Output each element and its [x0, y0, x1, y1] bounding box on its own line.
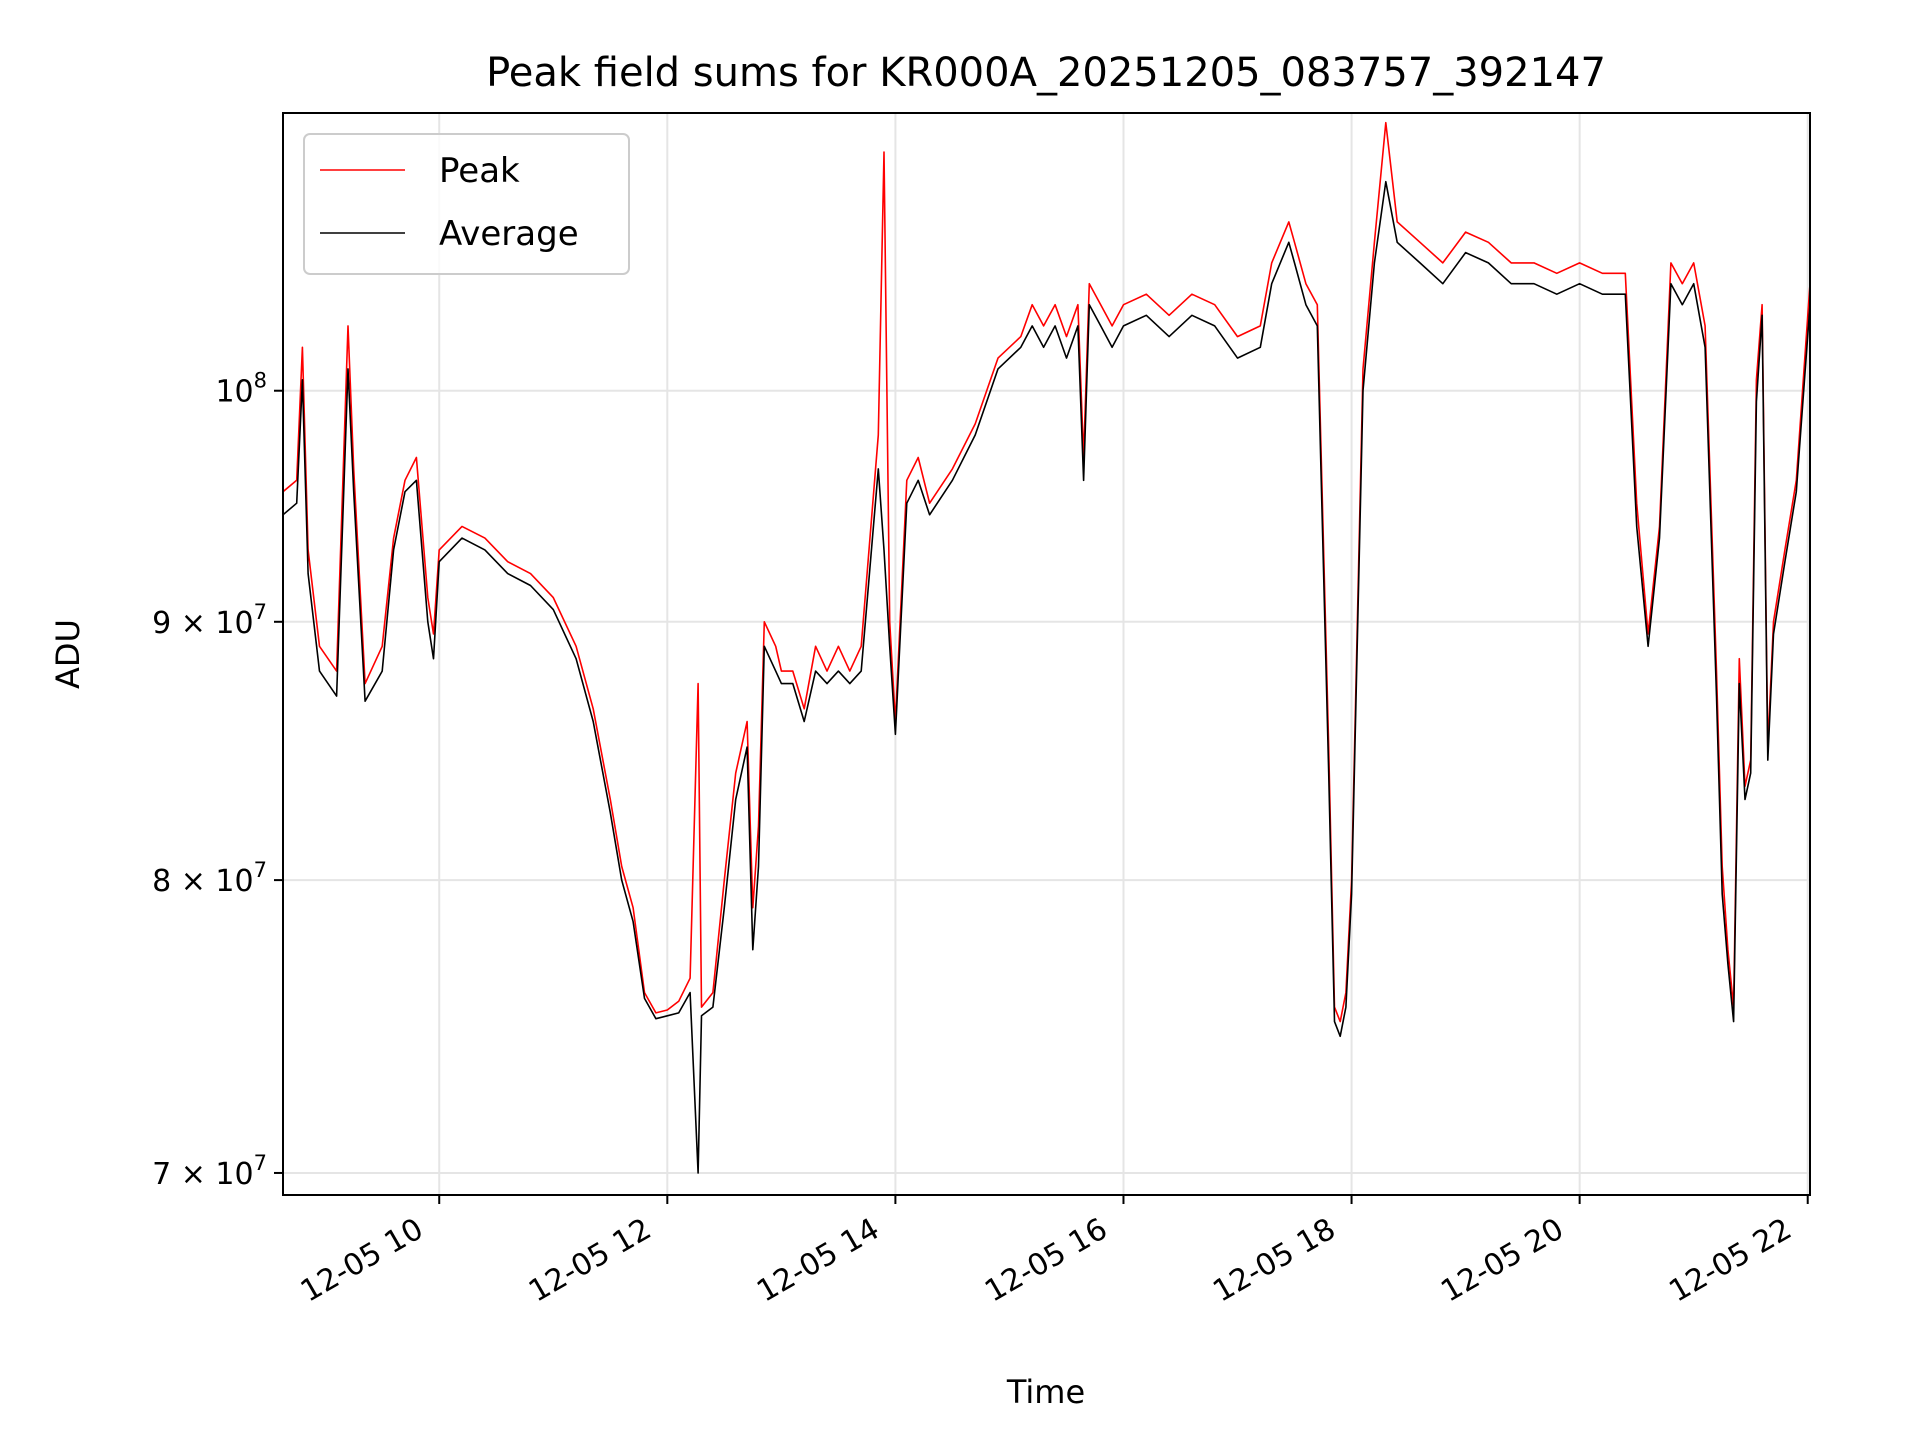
- y-tick-base: 9 × 10: [152, 606, 253, 641]
- y-tick-label: 7 × 107: [152, 1151, 267, 1192]
- series-average-line: [283, 180, 1810, 1174]
- chart-title: Peak field sums for KR000A_20251205_0837…: [486, 50, 1606, 96]
- y-tick-label: 108: [215, 369, 267, 410]
- y-tick-exponent: 7: [254, 1151, 267, 1175]
- y-tick-label: 9 × 107: [152, 600, 267, 641]
- plot-frame: [282, 112, 1811, 1196]
- series-peak-line: [283, 121, 1810, 1023]
- legend-average-label: Average: [439, 214, 579, 254]
- y-tick-exponent: 7: [254, 600, 267, 624]
- y-tick-base: 10: [215, 375, 253, 410]
- grid-lines: [283, 113, 1810, 1195]
- y-tick-base: 8 × 10: [152, 864, 253, 899]
- y-tick-exponent: 7: [254, 858, 267, 882]
- y-axis-label: ADU: [49, 619, 87, 689]
- plot-area: [283, 113, 1810, 1195]
- legend-peak-label: Peak: [439, 151, 520, 191]
- x-axis-label: Time: [1006, 1373, 1085, 1411]
- y-tick-base: 7 × 10: [152, 1157, 253, 1192]
- y-tick-label: 8 × 107: [152, 858, 267, 899]
- legend-box: [303, 133, 630, 275]
- series-lines: [283, 121, 1810, 1174]
- legend: Peak Average: [303, 133, 630, 275]
- y-tick-exponent: 8: [254, 369, 267, 393]
